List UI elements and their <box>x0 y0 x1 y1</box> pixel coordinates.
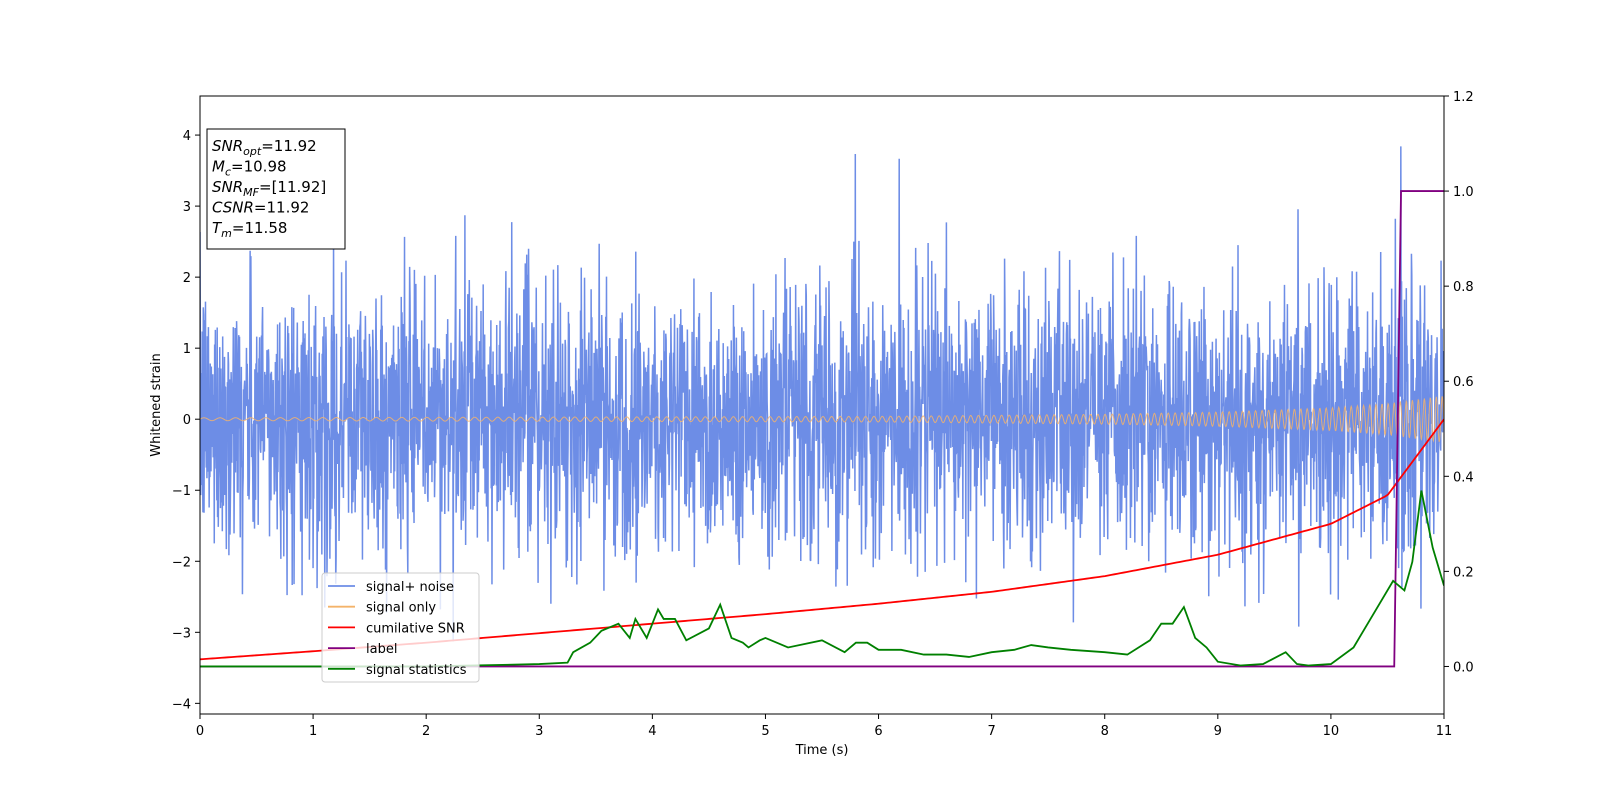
y-right-tick-label: 1.0 <box>1453 185 1474 200</box>
x-tick-label: 6 <box>874 724 882 739</box>
y-right-tick-label: 1.2 <box>1453 90 1474 105</box>
annotation-line: SNRopt=11.92 <box>212 137 317 158</box>
legend: signal+ noise signal only cumilative SNR la… <box>321 572 480 683</box>
y-axis-left: −4 −3 −2 −1 0 1 2 3 4 <box>172 129 200 712</box>
y-left-tick-label: −1 <box>172 484 191 499</box>
x-tick-label: 0 <box>196 724 204 739</box>
y-left-tick-label: −2 <box>172 555 191 570</box>
x-tick-label: 10 <box>1323 724 1340 739</box>
y-axis-label: Whitened strain <box>149 353 164 456</box>
annotation-subscript: c <box>225 166 231 179</box>
annotation-line: SNRMF=[11.92] <box>212 178 326 199</box>
y-left-tick-label: −3 <box>172 626 191 641</box>
y-right-tick-label: 0.6 <box>1453 375 1474 390</box>
legend-label: signal+ noise <box>366 580 454 595</box>
y-right-tick-label: 0.0 <box>1453 660 1474 675</box>
annotation-variable: CSNR <box>212 199 254 217</box>
y-left-tick-label: 3 <box>183 200 191 215</box>
x-tick-label: 7 <box>987 724 995 739</box>
x-tick-label: 5 <box>761 724 769 739</box>
legend-label: signal statistics <box>366 663 467 678</box>
series-label <box>200 190 1444 668</box>
x-tick-label: 2 <box>422 724 430 739</box>
annotation-subscript: MF <box>243 186 259 199</box>
x-tick-label: 9 <box>1214 724 1222 739</box>
annotation-line: Mc=10.98 <box>212 158 287 179</box>
x-tick-label: 4 <box>648 724 656 739</box>
series-signal-statistics <box>200 490 1444 668</box>
annotation-variable: T <box>212 219 223 237</box>
x-tick-label: 11 <box>1436 724 1453 739</box>
annotation-value: =[11.92] <box>259 178 326 196</box>
y-right-tick-label: 0.2 <box>1453 565 1474 580</box>
x-tick-label: 3 <box>535 724 543 739</box>
legend-label: signal only <box>366 601 436 616</box>
annotation-variable: M <box>212 158 225 176</box>
annotation-variable: SNR <box>212 178 243 196</box>
y-left-tick-label: 4 <box>183 129 191 144</box>
annotation-subscript: opt <box>243 145 262 158</box>
x-tick-label: 1 <box>309 724 317 739</box>
y-left-tick-label: 0 <box>183 413 191 428</box>
series-signal-plus-noise <box>200 146 1444 642</box>
y-right-tick-label: 0.4 <box>1453 470 1474 485</box>
legend-label: cumilative SNR <box>366 621 465 636</box>
plot-frame <box>199 95 1445 715</box>
annotation-subscript: m <box>221 227 232 240</box>
y-left-tick-label: 2 <box>183 271 191 286</box>
x-axis-label: Time (s) <box>795 743 849 758</box>
annotation-line: CSNR=11.92 <box>212 199 309 217</box>
annotation-variable: SNR <box>212 137 243 155</box>
annotation-value: =11.92 <box>261 137 317 155</box>
y-right-tick-label: 0.8 <box>1453 280 1474 295</box>
x-axis: 0 1 2 3 4 5 6 7 8 9 10 11 <box>196 714 1452 739</box>
annotation-line: Tm=11.58 <box>212 219 287 240</box>
x-tick-label: 8 <box>1101 724 1109 739</box>
annotation-frame <box>206 128 346 250</box>
series-signal-only <box>200 396 1444 443</box>
y-axis-right: 0.0 0.2 0.4 0.6 0.8 1.0 1.2 <box>1444 90 1474 675</box>
legend-frame <box>321 572 480 683</box>
y-left-tick-label: 1 <box>183 342 191 357</box>
annotation-value: =11.92 <box>254 199 310 217</box>
annotation-box: SNRopt=11.92Mc=10.98SNRMF=[11.92]CSNR=11… <box>206 128 346 250</box>
legend-label: label <box>366 642 397 657</box>
y-left-tick-label: −4 <box>172 697 191 712</box>
annotation-value: =10.98 <box>231 158 287 176</box>
annotation-value: =11.58 <box>232 219 288 237</box>
